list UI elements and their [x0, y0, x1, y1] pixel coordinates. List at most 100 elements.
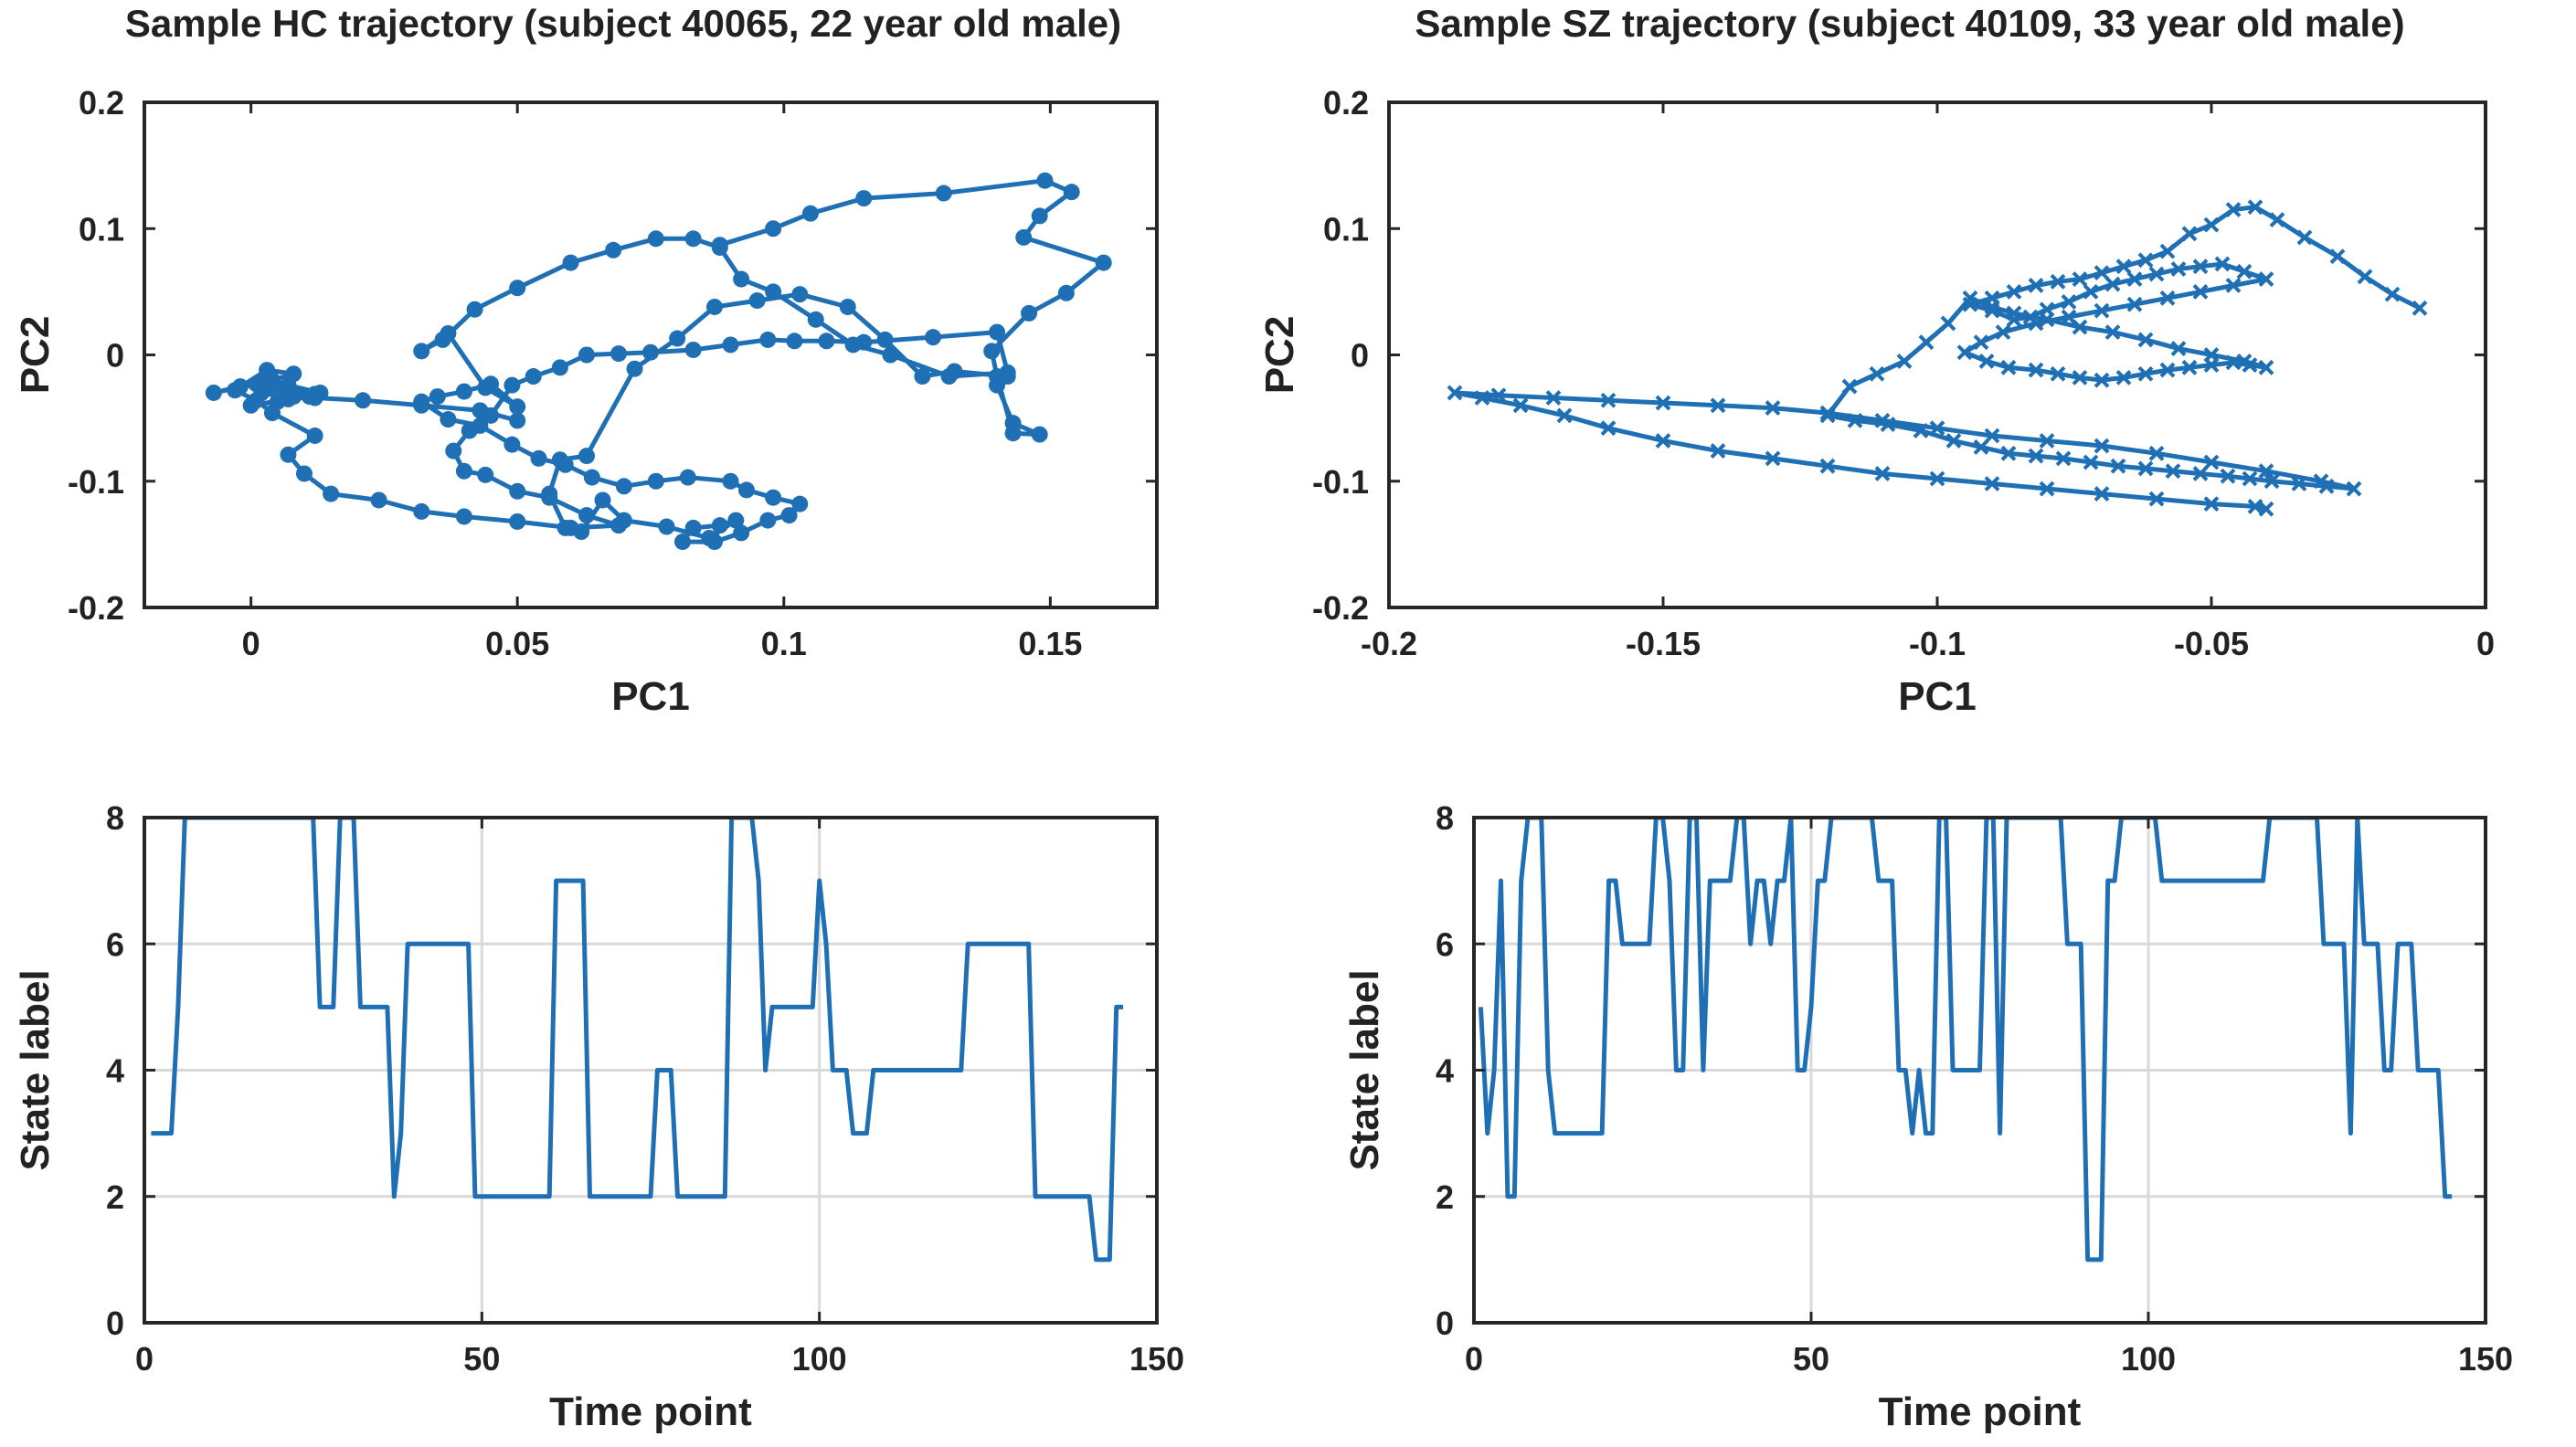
x-tick-label: -0.2 [1361, 625, 1417, 662]
data-point [1929, 470, 1945, 487]
data-point [274, 388, 292, 406]
data-point [2094, 372, 2110, 388]
data-point [1031, 207, 1048, 225]
data-point [2236, 353, 2253, 369]
data-point [2203, 217, 2220, 233]
data-point [1474, 390, 1490, 406]
chart-title: Sample SZ trajectory (subject 40109, 33 … [1415, 2, 2404, 45]
data-point [1956, 344, 1973, 361]
data-point [562, 519, 579, 536]
data-point [1819, 458, 1836, 474]
y-axis-label: State label [1342, 969, 1387, 1170]
data-point [1984, 302, 2000, 319]
data-point [594, 491, 611, 509]
data-point [2214, 256, 2231, 272]
data-point [2247, 498, 2263, 514]
y-tick-label: 6 [1436, 925, 1454, 963]
data-point [748, 292, 766, 310]
data-point [2050, 273, 2066, 290]
data-point [2203, 347, 2220, 363]
data-point [2236, 263, 2253, 280]
data-point [2159, 362, 2176, 378]
data-point [2165, 463, 2181, 480]
y-tick-label: 0 [1351, 337, 1369, 375]
data-point [2220, 468, 2236, 484]
y-tick-label: -0.1 [1312, 463, 1369, 501]
data-point [2192, 259, 2209, 275]
data-point [509, 512, 526, 530]
data-point [455, 462, 472, 480]
data-point [705, 298, 723, 315]
data-point [2159, 243, 2176, 259]
data-point [615, 478, 632, 495]
data-point [647, 472, 664, 490]
data-point [1095, 254, 1112, 271]
data-point [679, 469, 696, 486]
data-point [1978, 353, 1995, 369]
data-point [818, 333, 835, 350]
data-point [295, 465, 313, 482]
data-point [2296, 229, 2313, 246]
data-point [509, 280, 526, 297]
data-point [727, 512, 745, 529]
data-point [2258, 271, 2274, 287]
x-tick-label: 50 [463, 1340, 500, 1378]
data-point [2148, 266, 2165, 282]
data-point [765, 220, 782, 238]
data-point [2247, 199, 2263, 216]
data-point [759, 512, 777, 529]
data-point [1962, 290, 1978, 306]
data-point [509, 482, 526, 500]
data-point [983, 343, 1001, 360]
data-point [791, 495, 809, 512]
data-point [2000, 445, 2017, 461]
x-tick-label: 0 [135, 1340, 154, 1378]
data-point [445, 442, 462, 459]
data-point [2137, 365, 2154, 382]
data-point [434, 331, 451, 348]
x-tick-label: -0.05 [2174, 625, 2249, 662]
data-point [780, 507, 798, 524]
data-point [455, 383, 472, 400]
data-point [1874, 412, 1891, 428]
data-point [2126, 296, 2143, 312]
data-point [1896, 353, 1913, 369]
data-point [2291, 476, 2307, 491]
data-point [1710, 443, 1726, 459]
x-tick-label: 0.1 [761, 625, 807, 662]
data-point [1655, 433, 1671, 449]
y-tick-label: -0.2 [1312, 589, 1369, 627]
data-point [1973, 439, 1989, 455]
data-point [759, 331, 777, 348]
series-group [205, 172, 1112, 551]
data-point [2083, 454, 2099, 470]
y-tick-label: 0 [1436, 1304, 1454, 1342]
x-tick-label: -0.1 [1909, 625, 1966, 662]
data-point [989, 323, 1006, 341]
data-point [1765, 400, 1781, 416]
data-point [306, 389, 323, 407]
data-point [2072, 369, 2088, 386]
data-point [557, 456, 574, 473]
data-point [413, 343, 430, 360]
data-point [626, 360, 643, 377]
data-point [253, 384, 270, 401]
data-point [1973, 334, 1989, 351]
data-point [1004, 415, 1022, 432]
data-point [2028, 448, 2044, 464]
y-tick-label: 0 [106, 1304, 124, 1342]
data-point [925, 329, 942, 346]
x-axis-label: Time point [1879, 1389, 2082, 1434]
data-point [733, 270, 750, 288]
data-point [1841, 378, 1858, 395]
x-tick-label: 0 [242, 625, 260, 662]
series-line [151, 818, 1124, 1262]
data-point [2094, 302, 2110, 319]
data-point [551, 359, 568, 376]
y-axis-label: PC2 [13, 316, 58, 395]
data-point [413, 396, 430, 414]
data-point [2039, 481, 2055, 497]
data-point [578, 346, 596, 364]
data-point [2225, 278, 2242, 293]
